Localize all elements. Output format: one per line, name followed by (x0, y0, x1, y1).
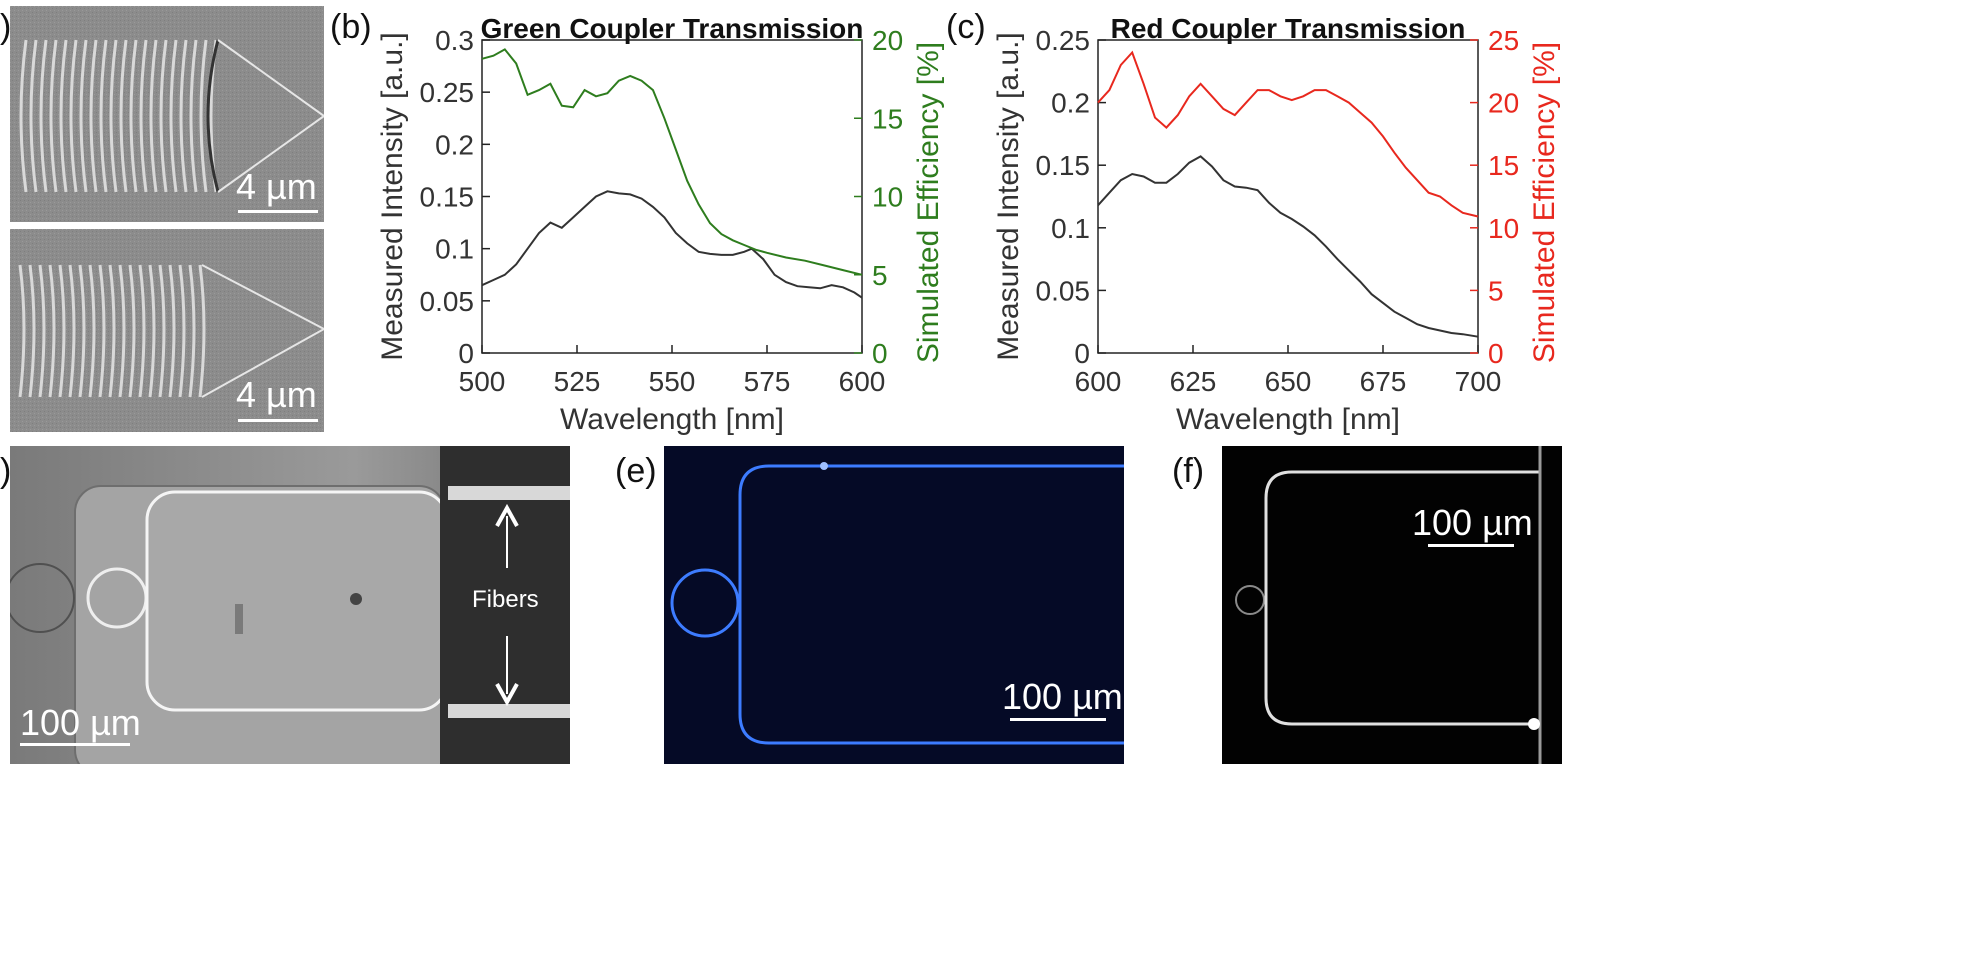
x-axis-label: Wavelength [nm] (560, 403, 784, 436)
chart-title: Red Coupler Transmission (1111, 13, 1466, 44)
scale-text-d: 100 µm (20, 702, 141, 743)
series-line-measured (1097, 155, 1479, 338)
device-image-e (670, 462, 1124, 745)
x-tick-label: 650 (1265, 366, 1312, 397)
microscope-image-d: Fibers 100 µm (10, 446, 570, 764)
x-tick-label: 575 (744, 366, 791, 397)
panel-label-c: (c) (946, 8, 986, 46)
y-tick-label: 0.25 (420, 77, 475, 108)
x-tick-label: 675 (1360, 366, 1407, 397)
x-tick-label: 600 (839, 366, 886, 397)
scale-text-e: 100 µm (1002, 676, 1123, 717)
scale-bar-sem-bottom (238, 419, 318, 422)
x-tick-label: 550 (649, 366, 696, 397)
y-tick-label: 0.15 (420, 182, 475, 213)
y2-tick-label: 15 (872, 103, 903, 134)
device-image-f (1235, 446, 1542, 764)
y-tick-label: 0.1 (435, 234, 474, 265)
y2-tick-label: 20 (872, 25, 903, 56)
scale-bar-sem-top (238, 210, 318, 213)
panel-label-d: ) (0, 452, 12, 490)
y-tick-label: 0.15 (1036, 150, 1091, 181)
y2-tick-label: 15 (1488, 150, 1519, 181)
y-tick-label: 0.1 (1051, 213, 1090, 244)
y-tick-label: 0.05 (1036, 275, 1091, 306)
y2-axis-label: Simulated Efficiency [%] (1528, 42, 1561, 363)
y2-tick-label: 5 (1488, 275, 1504, 306)
y-tick-label: 0.2 (435, 129, 474, 160)
y-tick-label: 0.25 (1036, 25, 1091, 56)
x-tick-label: 600 (1075, 366, 1122, 397)
x-tick-label: 525 (554, 366, 601, 397)
sem-image-bottom: 4 µm (10, 229, 324, 432)
scale-text-sem-top: 4 µm (236, 166, 317, 207)
chart-title: Green Coupler Transmission (481, 13, 864, 44)
x-tick-label: 500 (459, 366, 506, 397)
fluorescence-image-e: 100 µm (664, 446, 1124, 764)
x-axis-label: Wavelength [nm] (1176, 403, 1400, 436)
y2-tick-label: 10 (1488, 213, 1519, 244)
panel-label-f: (f) (1172, 452, 1205, 490)
scale-bar-f (1428, 544, 1514, 547)
y-tick-label: 0.3 (435, 25, 474, 56)
grating-lines-bottom (18, 264, 206, 398)
x-tick-label: 625 (1170, 366, 1217, 397)
series-line-simulated (1097, 50, 1479, 218)
y-tick-label: 0.2 (1051, 88, 1090, 119)
fluorescence-image-f: 100 µm (1222, 446, 1562, 764)
panel-label-e: (e) (615, 452, 657, 490)
y2-tick-label: 5 (872, 260, 888, 291)
scale-text-f: 100 µm (1412, 502, 1533, 543)
panel-label-a: ) (0, 8, 12, 46)
grating-lines-top (19, 39, 218, 193)
scale-text-sem-bottom: 4 µm (236, 374, 317, 415)
series-line-simulated (481, 48, 863, 276)
device-image-d (10, 446, 570, 764)
y2-tick-label: 10 (872, 182, 903, 213)
panel-label-b: (b) (330, 8, 372, 46)
grating-coupler-bottom (10, 229, 324, 432)
grating-coupler-top (10, 6, 324, 222)
y-axis-label: Measured Intensity [a.u.] (376, 32, 409, 361)
scale-bar-d (20, 743, 130, 746)
y2-tick-label: 20 (1488, 88, 1519, 119)
plot-frame (1097, 39, 1479, 354)
fibers-label: Fibers (472, 586, 539, 613)
plot-frame (481, 39, 863, 354)
sem-image-top: 4 µm (10, 6, 324, 222)
y2-tick-label: 0 (872, 338, 888, 369)
y-tick-label: 0 (458, 338, 474, 369)
y-tick-label: 0.05 (420, 286, 475, 317)
y2-axis-label: Simulated Efficiency [%] (912, 42, 945, 363)
y2-tick-label: 25 (1488, 25, 1519, 56)
y2-tick-label: 0 (1488, 338, 1504, 369)
y-tick-label: 0 (1074, 338, 1090, 369)
y-axis-label: Measured Intensity [a.u.] (992, 32, 1025, 361)
scale-bar-e (1010, 718, 1106, 721)
series-line-measured (481, 190, 863, 299)
x-tick-label: 700 (1455, 366, 1502, 397)
